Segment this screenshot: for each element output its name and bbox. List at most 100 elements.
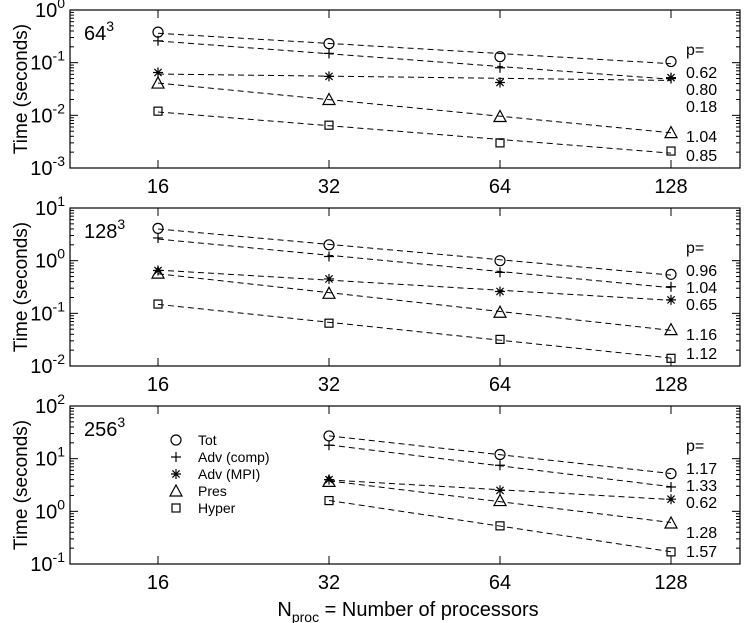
data-point-star (324, 71, 334, 82)
data-point-triangle (150, 265, 166, 279)
x-tick-label: 128 (654, 374, 687, 396)
data-point-star (153, 67, 163, 78)
x-tick-label: 32 (318, 572, 340, 594)
y-tick-exponent: -2 (53, 100, 66, 116)
y-tick-exponent: -1 (53, 549, 66, 565)
p-header: p= (686, 42, 704, 59)
data-point-circle (494, 448, 506, 461)
data-point-square (495, 521, 505, 531)
data-point-triangle (663, 515, 679, 529)
data-point-square (153, 106, 163, 116)
y-tick-exponent: 0 (57, 246, 65, 262)
data-point-star (666, 72, 676, 83)
y-tick-exponent: 2 (57, 391, 65, 407)
fit-line (157, 228, 672, 276)
y-tick-exponent: -1 (53, 298, 66, 314)
x-axis-label-text: = Number of processors (319, 599, 539, 621)
p-value: 0.18 (686, 99, 717, 116)
data-point-triangle (492, 304, 508, 318)
x-axis-label-n: N (277, 599, 291, 621)
series-adv-comp (324, 440, 676, 492)
grid-size-label: 1283 (84, 216, 125, 243)
data-point-circle (665, 468, 677, 480)
data-point-square (666, 547, 676, 557)
data-point-circle (494, 51, 506, 63)
data-point-square (666, 353, 676, 363)
data-point-square (495, 334, 505, 344)
p-header: p= (686, 438, 704, 455)
data-point-circle (494, 255, 506, 267)
p-value: 0.80 (686, 82, 717, 99)
data-point-triangle (321, 474, 337, 488)
data-point-triangle (663, 125, 679, 139)
p-value: 1.04 (686, 129, 717, 146)
data-point-plus (324, 440, 334, 451)
y-tick-label: 10-2 (30, 100, 65, 127)
fit-line (157, 303, 672, 359)
fit-line (157, 269, 672, 301)
y-tick-label: 10-2 (30, 351, 65, 378)
data-point-triangle (150, 75, 166, 89)
p-value: 1.28 (686, 525, 717, 542)
y-tick-exponent: 1 (57, 193, 65, 209)
fit-line (157, 40, 672, 80)
x-tick-label: 16 (147, 374, 169, 396)
series-hyper (153, 299, 676, 363)
legend-marker-circle (170, 434, 182, 446)
data-point-circle (152, 222, 164, 234)
legend-marker-triangle (168, 483, 184, 497)
data-point-triangle (321, 92, 337, 106)
series-adv-mpi (153, 67, 676, 88)
y-tick-label: 10-1 (30, 48, 65, 75)
data-point-star (495, 286, 505, 297)
x-tick-label: 16 (147, 176, 169, 198)
p-value: 1.57 (686, 544, 717, 561)
y-tick-label: 102 (35, 391, 65, 418)
data-point-plus (153, 232, 163, 243)
data-point-circle (665, 268, 677, 280)
p-header: p= (686, 240, 704, 257)
fit-line (157, 111, 672, 154)
p-value: 1.33 (686, 478, 717, 495)
x-axis-label: Nproc = Number of processors (277, 599, 538, 623)
y-tick-label: 10-3 (30, 153, 65, 180)
series-adv-mpi (153, 265, 676, 305)
series-pres (150, 75, 679, 139)
y-tick-exponent: -3 (53, 153, 66, 169)
data-point-plus (324, 251, 334, 262)
data-point-star (666, 294, 676, 305)
fit-line (157, 73, 672, 81)
fit-line (328, 480, 672, 523)
y-axis-label: Time (seconds) (11, 420, 32, 550)
y-tick-exponent: -2 (53, 351, 66, 367)
data-point-triangle (492, 493, 508, 507)
legend-marker-star (171, 469, 181, 479)
x-axis-label-subscript: proc (292, 609, 319, 623)
series-hyper (153, 106, 676, 156)
series-adv-mpi (324, 474, 676, 505)
grid-size-exponent: 3 (117, 216, 125, 232)
series-tot (152, 222, 677, 280)
legend-marker-plus (171, 452, 181, 462)
p-value: 0.85 (686, 148, 717, 165)
p-value: 1.17 (686, 461, 717, 478)
plot-frame (69, 9, 741, 169)
p-value: 1.16 (686, 327, 717, 344)
grid-size-label: 643 (84, 18, 114, 45)
data-point-circle (665, 55, 677, 68)
y-tick-label: 100 (35, 0, 65, 22)
data-point-square (324, 495, 334, 506)
y-tick-label: 101 (35, 193, 65, 220)
y-tick-label: 100 (35, 246, 65, 273)
y-tick-label: 10-1 (30, 549, 65, 576)
data-point-triangle (321, 286, 337, 299)
data-point-square (495, 138, 505, 148)
fit-line (328, 435, 672, 475)
legend-label: Tot (198, 432, 217, 448)
p-value: 0.96 (686, 263, 717, 280)
fit-line (157, 273, 672, 331)
